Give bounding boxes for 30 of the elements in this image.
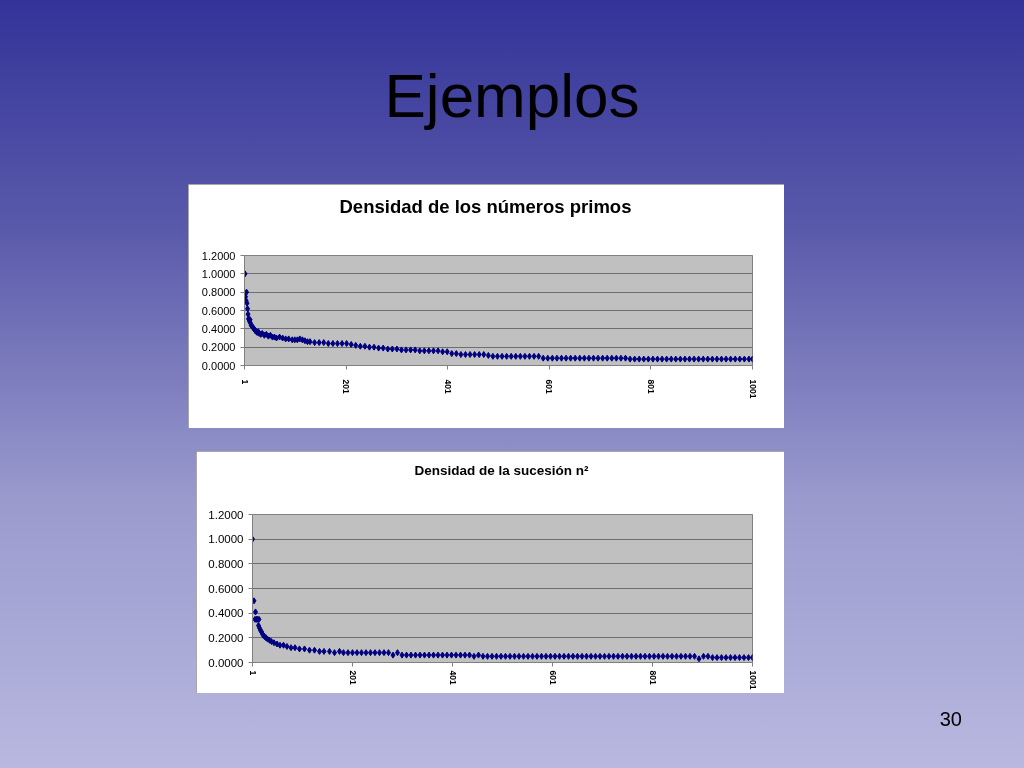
y-tick-label: 1.2000 (201, 249, 236, 262)
x-tick-label: 601 (544, 379, 555, 394)
y-tick-label: 1.0000 (208, 533, 244, 546)
chart-title: Densidad de los números primos (339, 195, 632, 217)
y-tick-label: 0.8000 (208, 557, 244, 570)
x-tick-label: 801 (645, 379, 656, 394)
x-tick-label: 201 (347, 670, 358, 685)
x-tick-label: 201 (341, 379, 352, 394)
x-tick-label: 601 (547, 670, 558, 685)
x-tick-label: 1001 (747, 670, 758, 690)
y-tick-label: 1.2000 (208, 508, 244, 521)
x-tick-label: 1 (247, 670, 258, 676)
y-tick-label: 0.4000 (208, 607, 244, 620)
y-tick-label: 0.6000 (201, 304, 236, 317)
y-tick-label: 0.2000 (208, 631, 244, 644)
y-tick-label: 0.2000 (201, 341, 236, 354)
y-tick-label: 0.0000 (208, 656, 244, 669)
y-tick-label: 0.8000 (201, 286, 236, 299)
y-tick-label: 0.0000 (201, 359, 236, 372)
text: Ejemplos (384, 60, 640, 132)
y-tick-label: 0.4000 (201, 322, 236, 335)
x-tick-label: 801 (647, 670, 658, 685)
x-tick-label: 401 (442, 379, 453, 394)
chart-title: Densidad de la sucesión n² (414, 462, 590, 478)
text: 30 (939, 708, 962, 731)
y-tick-label: 1.0000 (201, 267, 236, 280)
x-tick-label: 1001 (747, 379, 758, 399)
x-tick-label: 1 (239, 379, 250, 385)
y-tick-label: 0.6000 (208, 582, 244, 595)
x-tick-label: 401 (447, 670, 458, 685)
